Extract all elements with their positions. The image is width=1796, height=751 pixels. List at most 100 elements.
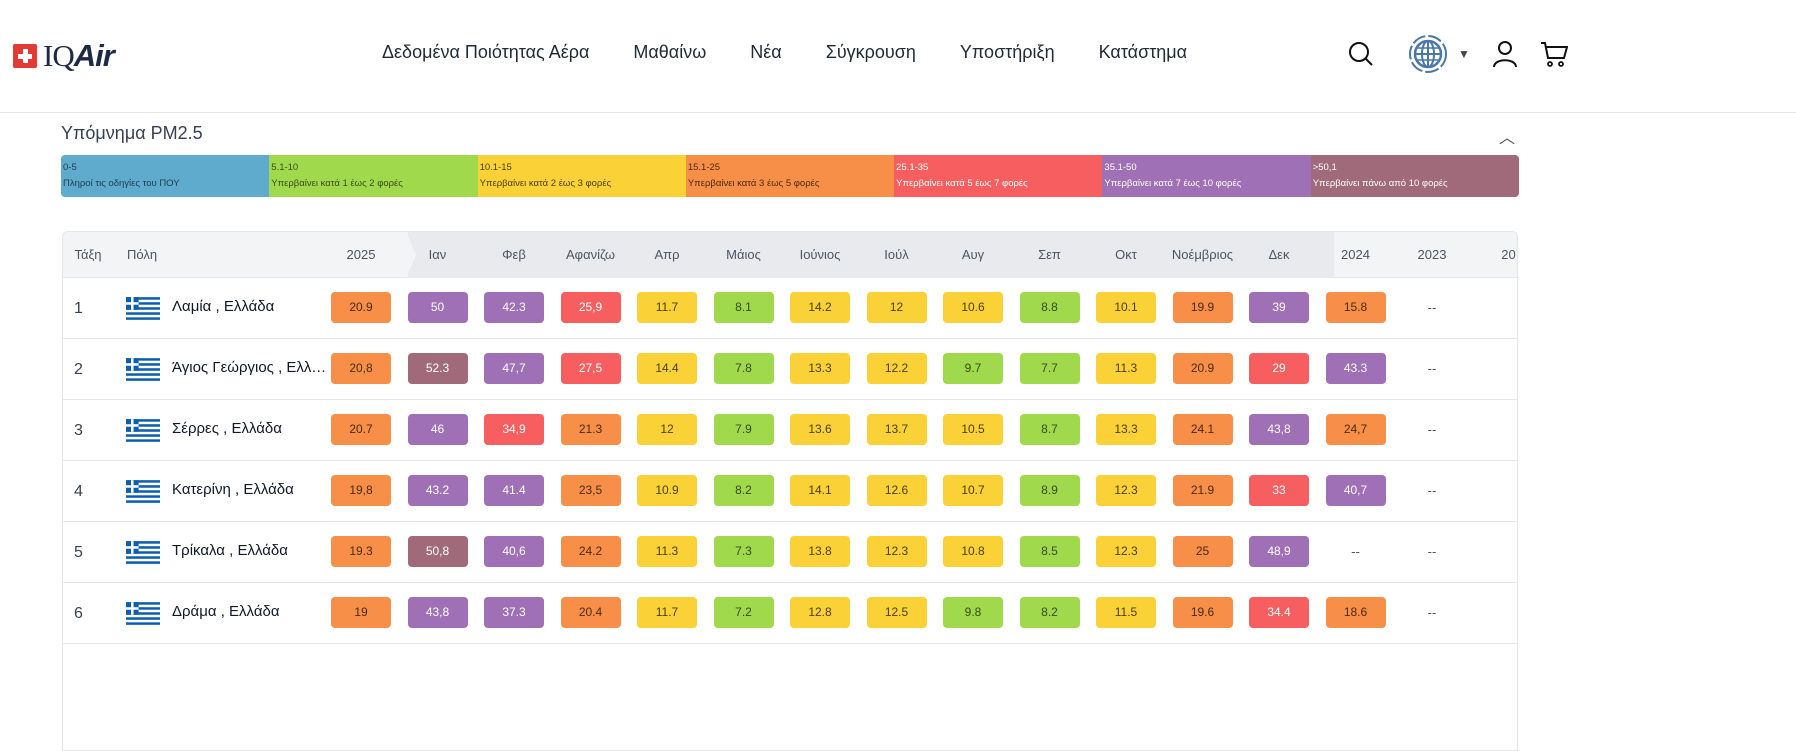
pm25-value-badge: 19 (331, 597, 391, 628)
pm25-value-badge: 14.2 (790, 292, 850, 323)
pm25-value-badge: 14.4 (637, 353, 697, 384)
nav-support[interactable]: Υποστήριξη (959, 42, 1055, 62)
city-name-link[interactable]: Κατερίνη , Ελλάδα (172, 481, 294, 498)
legend-range: 0-5 (63, 162, 77, 173)
table-row[interactable]: 2 Άγιος Γεώργιος , Ελλάδα 20,8 52.3 47,7 27,5… (63, 339, 1517, 400)
no-data-value: -- (1427, 544, 1437, 559)
header-column[interactable]: 2023 (1417, 247, 1447, 262)
nav-learn[interactable]: Μαθαίνω (633, 42, 707, 62)
city-ranking-table: Τάξη Πόλη 2025 Ιαν Φεβ Αφανίζω Απρ Μάιος Ιούνιος… (62, 231, 1518, 751)
header-column[interactable]: Απρ (654, 247, 680, 262)
table-header: Τάξη Πόλη 2025 Ιαν Φεβ Αφανίζω Απρ Μάιος Ιούνιος… (63, 232, 1517, 278)
legend-description: Υπερβαίνει πάνω από 10 φορές (1312, 178, 1448, 189)
legend-segment: 5.1-10 Υπερβαίνει κατά 1 έως 2 φορές (269, 155, 478, 197)
header-column[interactable]: Μάιος (726, 247, 761, 262)
header-column[interactable]: Φεβ (502, 247, 526, 262)
table-row[interactable]: 4 Κατερίνη , Ελλάδα 19,8 43.2 41.4 23,5 10.9 8.… (63, 461, 1517, 522)
header-column[interactable]: Δεκ (1268, 247, 1290, 262)
pm25-value-badge: 50 (407, 292, 468, 323)
nav-shop[interactable]: Κατάστημα (1098, 42, 1188, 62)
table-row[interactable]: 5 Τρίκαλα , Ελλάδα 19.3 50,8 40,6 24.2 11.3 7.3… (63, 522, 1517, 583)
pm25-value-badge: 25,9 (560, 292, 621, 323)
globe-icon[interactable] (1408, 34, 1448, 74)
pm25-value-badge: 7.9 (713, 414, 774, 445)
header-column[interactable]: Αυγ (961, 247, 985, 262)
greece-flag-icon (126, 602, 160, 625)
header-column[interactable]: Ιούνιος (799, 247, 841, 262)
pm25-value-badge: 11.7 (637, 597, 697, 628)
pm25-value-badge: 12.3 (1096, 536, 1156, 567)
legend-range: 15.1-25 (687, 162, 721, 173)
pm25-value-badge: 13.6 (790, 414, 850, 445)
city-name-link[interactable]: Τρίκαλα , Ελλάδα (172, 542, 288, 559)
search-icon[interactable] (1348, 41, 1374, 67)
rank-number: 4 (74, 483, 83, 500)
nav-air-quality-data[interactable]: Δεδομένα Ποιότητας Αέρα (382, 42, 590, 62)
nav-news[interactable]: Νέα (750, 42, 782, 62)
header-column[interactable]: 2025 (346, 247, 376, 262)
pm25-value-badge: 20.9 (331, 292, 391, 323)
pm25-value-badge: 12.8 (790, 597, 850, 628)
rank-number: 3 (74, 422, 83, 439)
header-column[interactable]: Αφανίζω (565, 247, 616, 262)
table-row[interactable]: 1 Λαμία , Ελλάδα 20.9 50 42.3 25,9 11.7 8.1 14.2… (63, 278, 1517, 339)
header-column[interactable]: Νοέμβριος (1171, 247, 1234, 262)
pm25-value-badge: 23,5 (560, 475, 621, 506)
greece-flag-icon (126, 541, 160, 564)
greece-flag-icon (126, 480, 160, 503)
pm25-value-badge: 9.7 (943, 353, 1003, 384)
pm25-value-badge: 47,7 (484, 353, 544, 384)
no-data-value: -- (1427, 422, 1437, 437)
city-name-link[interactable]: Άγιος Γεώργιος , Ελλάδα (172, 359, 327, 376)
legend-segment: 15.1-25 Υπερβαίνει κατά 3 έως 5 φορές (685, 155, 895, 197)
pm25-value-badge: 8.9 (1019, 475, 1080, 506)
pm25-value-badge: 21.3 (560, 414, 621, 445)
pm25-value-badge: 7.8 (713, 353, 774, 384)
pm25-value-badge: 19.6 (1172, 597, 1233, 628)
legend-description: Πληροί τις οδηγίες του ΠΟΥ (63, 178, 180, 189)
header-column[interactable]: Ιαν (428, 247, 447, 262)
rank-number: 6 (74, 605, 83, 622)
legend-range: 5.1-10 (271, 162, 299, 173)
nav-compare[interactable]: Σύγκρουση (825, 42, 916, 62)
language-dropdown-caret-icon[interactable]: ▼ (1458, 47, 1470, 61)
logo-text: IQAir (43, 38, 115, 73)
header-column[interactable]: Σεπ (1038, 247, 1061, 262)
pm25-value-badge: 8.2 (1019, 597, 1080, 628)
header-column[interactable]: 2024 (1341, 247, 1370, 262)
pm25-value-badge: 34.4 (1249, 597, 1309, 628)
header-column[interactable]: Ιούλ (884, 247, 909, 262)
pm25-value-badge: 12.5 (866, 597, 927, 628)
header-column[interactable]: 20 (1501, 247, 1516, 262)
city-name-link[interactable]: Λαμία , Ελλάδα (172, 298, 275, 315)
iqair-logo[interactable]: IQAir (13, 38, 115, 74)
pm25-value-badge: 13.3 (790, 353, 850, 384)
table-row[interactable]: 6 Δράμα , Ελλάδα 19 43,8 37.3 20.4 11.7 7.2 12.8… (63, 583, 1517, 644)
pm25-value-badge: 13.8 (790, 536, 850, 567)
pm25-value-badge: 42.3 (484, 292, 544, 323)
city-name-link[interactable]: Σέρρες , Ελλάδα (172, 420, 282, 437)
header-rank[interactable]: Τάξη (74, 247, 102, 262)
pm25-value-badge: 10.9 (637, 475, 697, 506)
greece-flag-icon (126, 419, 160, 442)
pm25-value-badge: 40,7 (1325, 475, 1386, 506)
pm25-value-badge: 33 (1249, 475, 1309, 506)
pm25-value-badge: 10.6 (943, 292, 1003, 323)
legend-description: Υπερβαίνει κατά 5 έως 7 φορές (896, 178, 1028, 189)
pm25-value-badge: 10.5 (943, 414, 1003, 445)
table-row[interactable]: 3 Σέρρες , Ελλάδα 20.7 46 34,9 21.3 12 7.9 13.6 1… (63, 400, 1517, 461)
pm25-value-badge: 10.1 (1096, 292, 1156, 323)
pm25-value-badge: 12 (637, 414, 697, 445)
header-city[interactable]: Πόλη (127, 247, 158, 262)
header-column[interactable]: Οκτ (1115, 247, 1137, 262)
pm25-value-badge: 12 (866, 292, 927, 323)
pm25-value-badge: 24,7 (1325, 414, 1386, 445)
no-data-value: -- (1351, 544, 1360, 559)
pm25-value-badge: 10.7 (943, 475, 1003, 506)
user-icon[interactable] (1492, 40, 1518, 68)
collapse-chevron-up-icon[interactable]: ︿ (1499, 130, 1516, 147)
cart-icon[interactable] (1540, 40, 1568, 68)
no-data-value: -- (1427, 361, 1437, 376)
city-name-link[interactable]: Δράμα , Ελλάδα (172, 603, 280, 620)
legend-segment: 10.1-15 Υπερβαίνει κατά 2 έως 3 φορές (477, 155, 686, 197)
